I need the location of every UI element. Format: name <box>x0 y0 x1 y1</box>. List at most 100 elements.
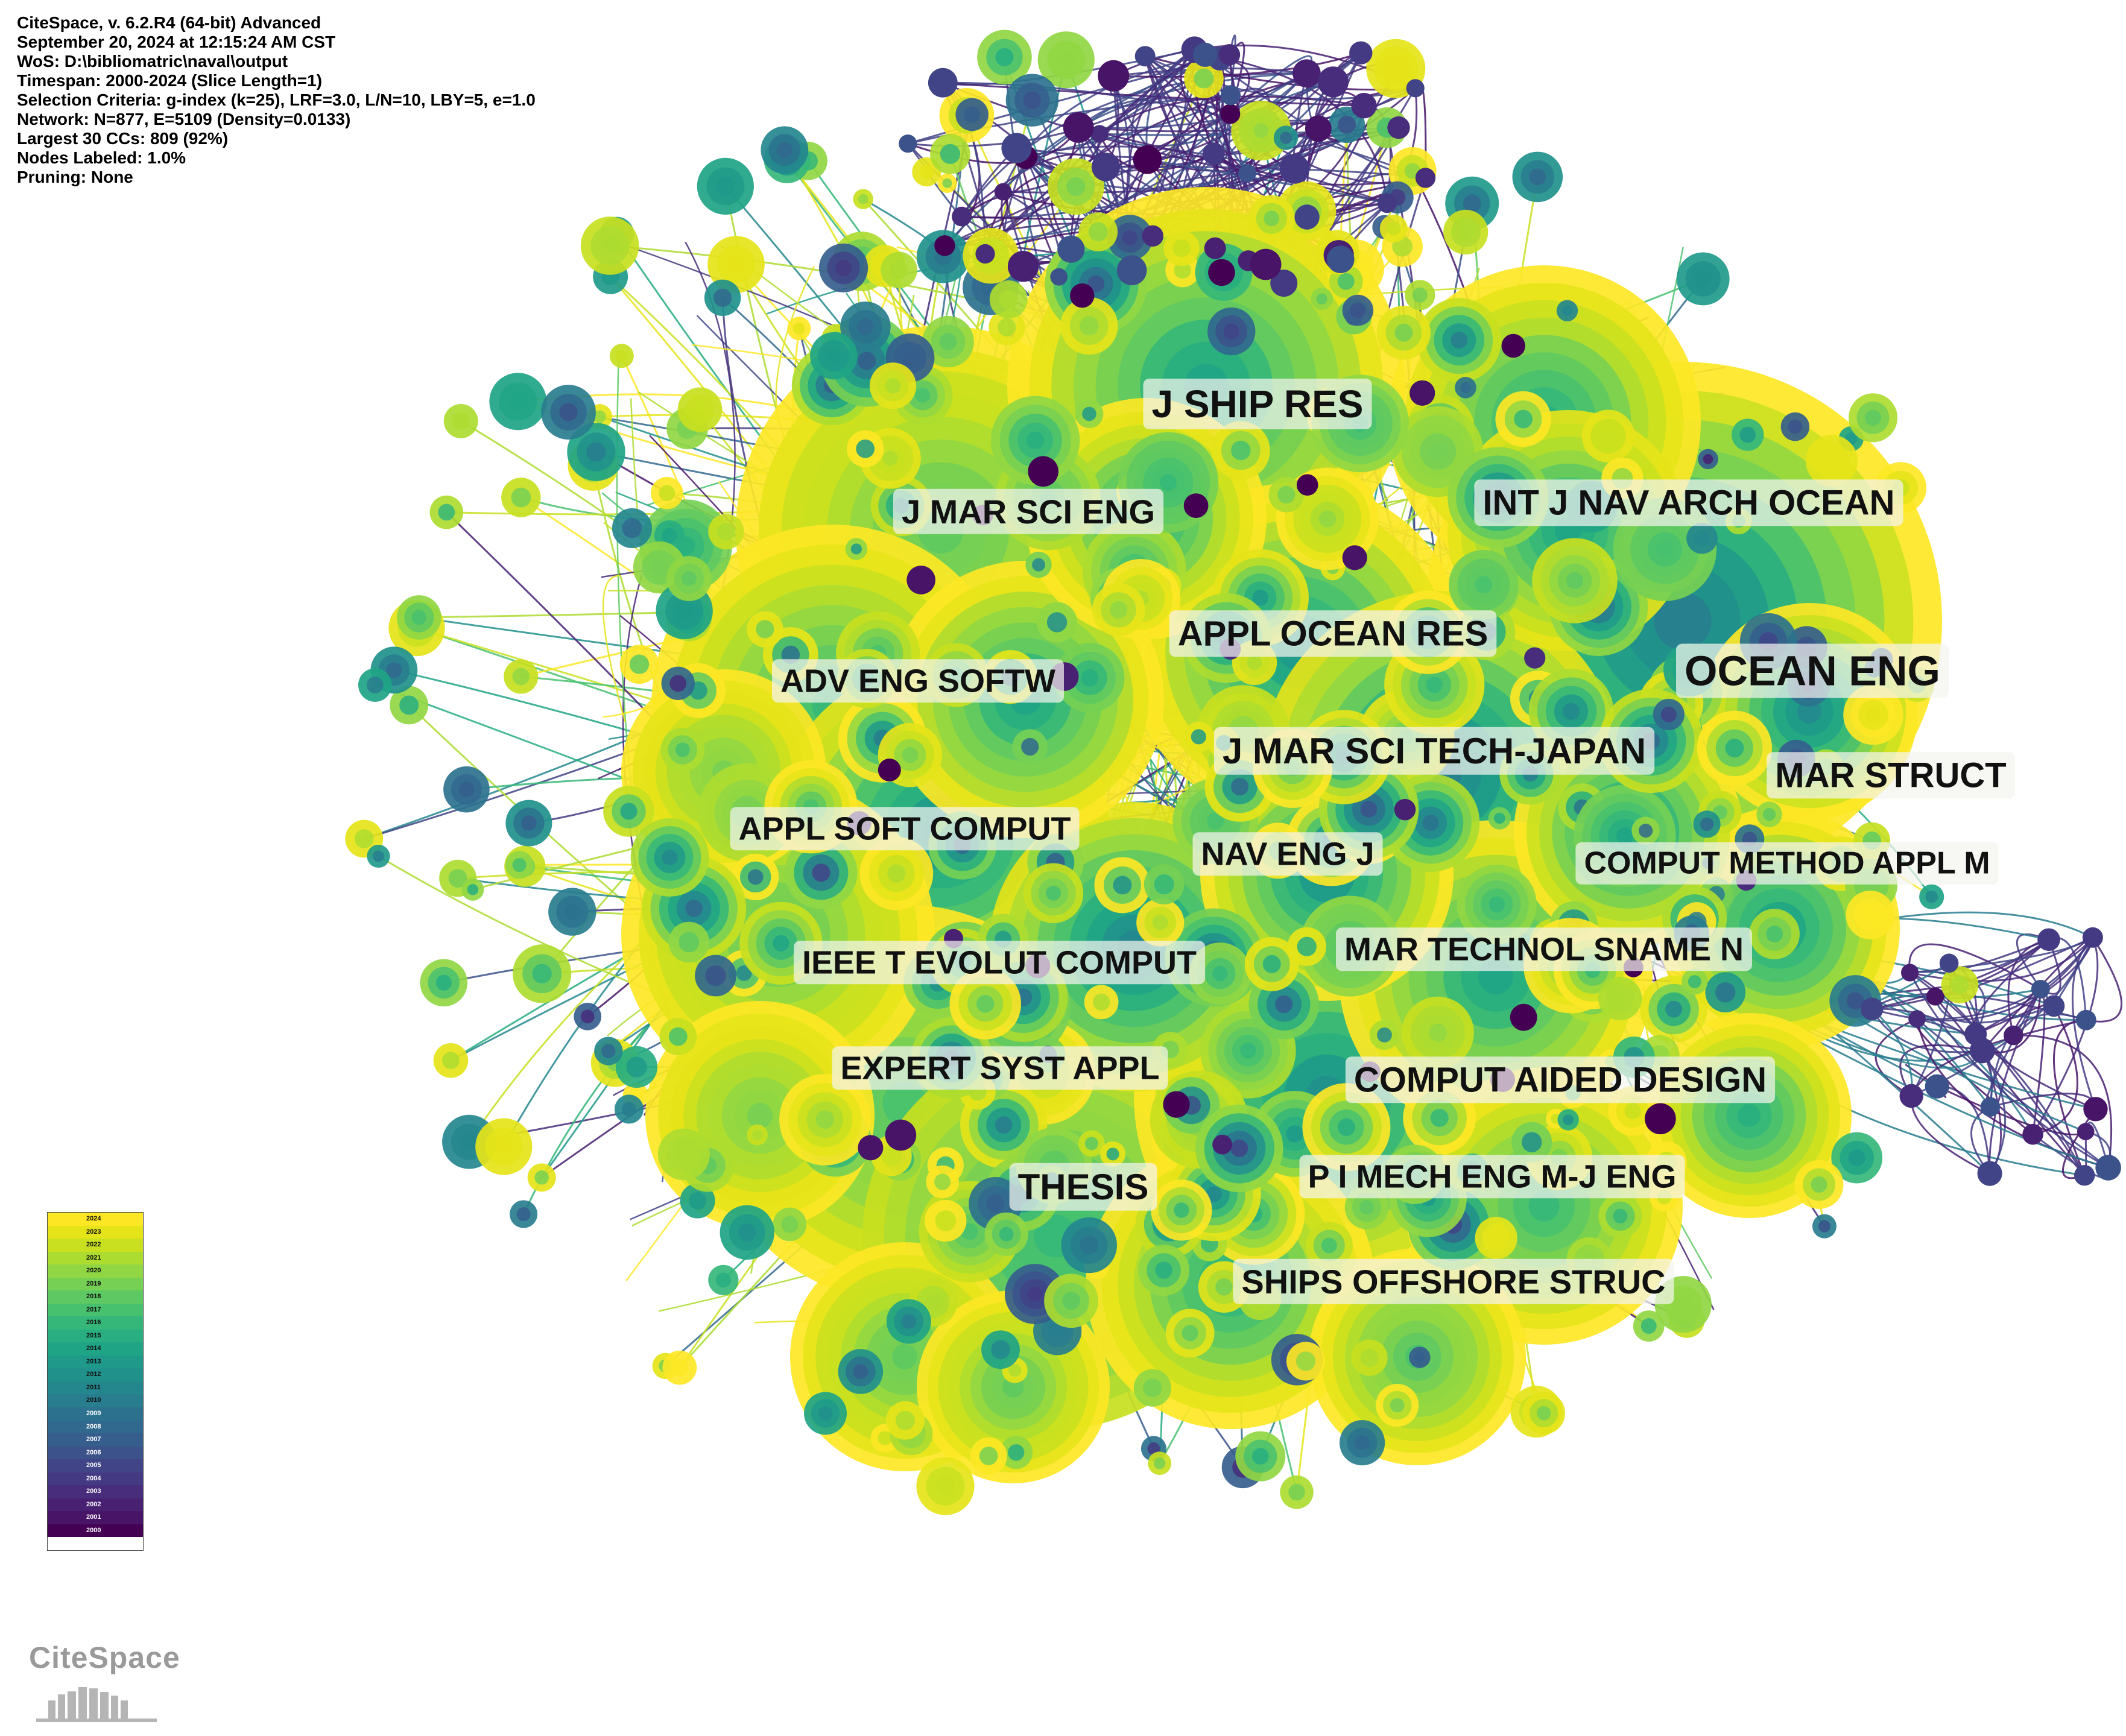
node-ring <box>1081 669 1099 687</box>
node-ring <box>1762 808 1776 821</box>
network-node <box>1098 60 1130 92</box>
node-ring <box>891 1343 918 1370</box>
node-ring <box>620 803 637 820</box>
network-edge <box>1147 159 1388 204</box>
node-ring <box>1049 1322 1066 1339</box>
node-ring <box>925 1293 941 1310</box>
node-label-background <box>893 488 1164 534</box>
node-ring <box>1206 1186 1222 1202</box>
network-node <box>899 134 917 153</box>
node-ring <box>1264 210 1280 227</box>
legend-year-row: 2013 <box>48 1355 143 1369</box>
node-ring <box>935 1476 955 1496</box>
node-ring <box>1359 1200 1375 1215</box>
legend-year-row: 2015 <box>48 1329 143 1343</box>
node-ring <box>1640 1318 1657 1334</box>
node-ring <box>818 1406 833 1421</box>
node-label: J MAR SCI TECH-JAPAN <box>1213 727 1655 775</box>
node-ring <box>1613 1208 1628 1223</box>
header-line: Timespan: 2000-2024 (Slice Length=1) <box>17 71 323 90</box>
network-node <box>1193 42 1218 67</box>
node-ring <box>1153 1457 1166 1469</box>
network-edge <box>2086 936 2122 1023</box>
node-ring <box>1377 1027 1392 1043</box>
network-node <box>1510 1003 1537 1031</box>
network-edge <box>1204 54 1388 204</box>
node-ring <box>1046 612 1068 633</box>
node-ring <box>621 1102 636 1117</box>
node-ring <box>586 442 606 462</box>
node-ring <box>1023 91 1041 109</box>
network-node <box>1406 79 1425 98</box>
node-ring <box>1360 1348 1379 1367</box>
node-ring <box>1194 68 1214 89</box>
node-ring <box>1316 293 1327 305</box>
node-ring <box>662 849 678 865</box>
node-ring <box>1463 194 1481 213</box>
node-ring <box>995 48 1014 66</box>
node-ring <box>1046 885 1061 901</box>
network-node <box>1926 988 1944 1006</box>
node-ring <box>995 1116 1013 1134</box>
node-ring <box>494 1137 514 1157</box>
legend-year-row: 2010 <box>48 1394 143 1407</box>
node-label: APPL OCEAN RES <box>1169 610 1497 657</box>
node-ring <box>516 1207 531 1222</box>
network-edge <box>1113 52 1361 78</box>
network-edge <box>1871 1008 1982 1053</box>
node-ring <box>668 1027 688 1046</box>
network-node <box>1377 193 1397 213</box>
node-ring <box>1159 474 1177 491</box>
legend-year-row: 2023 <box>48 1225 143 1239</box>
node-label-background <box>794 941 1206 985</box>
node-ring <box>858 352 876 370</box>
node-label: OCEAN ENG <box>1676 643 1949 698</box>
node-ring <box>1321 1237 1337 1254</box>
node-ring <box>1848 1149 1865 1167</box>
node-ring <box>532 964 552 983</box>
legend-year-row: 2009 <box>48 1407 143 1421</box>
network-node <box>1063 112 1094 143</box>
node-label: J MAR SCI ENG <box>893 488 1164 534</box>
node-label-background <box>1169 610 1497 657</box>
network-node <box>1317 66 1349 98</box>
node-ring <box>521 815 537 831</box>
header-line: WoS: D:\bibliomatric\naval\output <box>17 52 288 71</box>
node-ring <box>793 322 805 335</box>
network-edge <box>1078 126 1388 204</box>
network-node <box>1250 248 1282 280</box>
node-ring <box>942 178 952 188</box>
node-ring <box>1182 1325 1198 1342</box>
network-node <box>2095 1155 2121 1181</box>
node-label-text: IEEE T EVOLUT COMPUT <box>802 944 1197 980</box>
node-ring <box>1665 1000 1682 1018</box>
network-node <box>1050 268 1068 286</box>
legend-year-row: 2020 <box>48 1264 143 1278</box>
logo-text: CiteSpace <box>29 1641 180 1674</box>
node-ring <box>857 318 874 335</box>
node-ring <box>1240 1043 1256 1059</box>
node-label-background <box>1233 1258 1674 1304</box>
node-ring <box>1297 936 1317 956</box>
node-ring <box>1252 589 1269 606</box>
network-node <box>1116 255 1147 286</box>
node-ring <box>963 106 981 123</box>
network-edge <box>1002 54 1206 192</box>
node-label: ADV ENG SOFTW <box>772 659 1064 703</box>
node-ring <box>1599 427 1618 445</box>
node-ring <box>1460 382 1471 393</box>
node-ring <box>1251 1448 1269 1465</box>
node-ring <box>1106 1147 1119 1161</box>
node-ring <box>559 403 578 421</box>
node-ring <box>915 388 931 403</box>
node-ring <box>1660 706 1677 723</box>
node-label-text: COMPUT AIDED DESIGN <box>1354 1060 1767 1099</box>
legend-year-row: 2011 <box>48 1381 143 1395</box>
node-ring <box>1656 540 1674 558</box>
node-ring <box>435 974 452 991</box>
node-ring <box>1253 123 1269 139</box>
node-ring <box>1215 1278 1233 1296</box>
node-ring <box>736 965 752 981</box>
network-node <box>1134 46 1156 67</box>
